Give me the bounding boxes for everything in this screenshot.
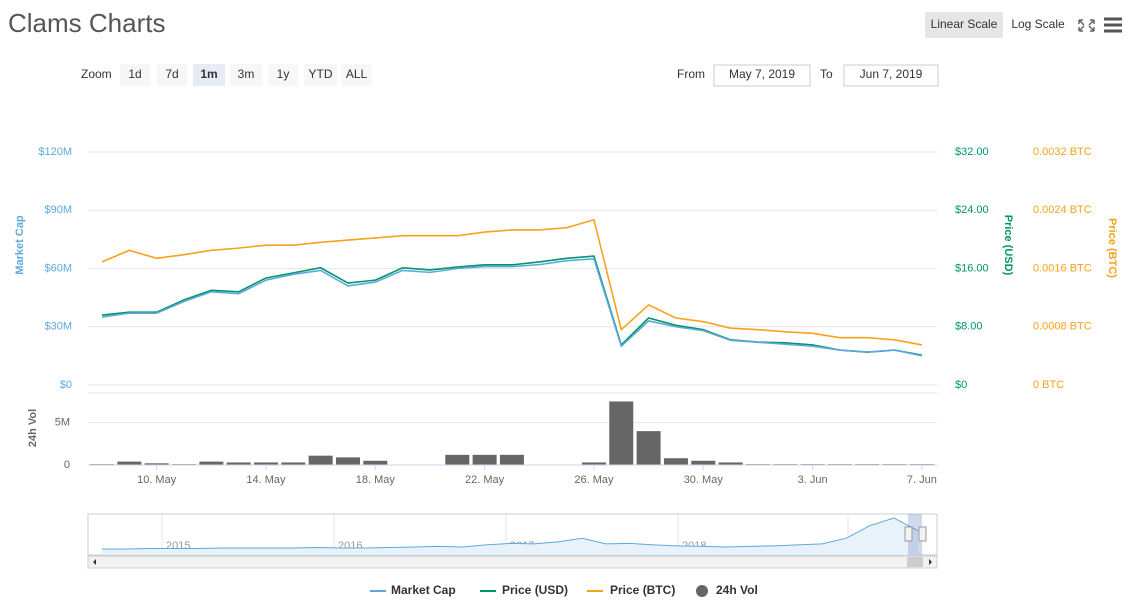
legend-label[interactable]: Market Cap	[391, 583, 456, 597]
y-tick-label: $0	[60, 379, 72, 391]
y3-tick-label: 0.0008 BTC	[1033, 321, 1092, 333]
y3-tick-label: 0.0016 BTC	[1033, 262, 1092, 274]
y2-tick-label: $16.00	[955, 262, 989, 274]
to-date[interactable]: Jun 7, 2019	[860, 67, 923, 81]
from-date[interactable]: May 7, 2019	[729, 67, 795, 81]
legend-label[interactable]: Price (USD)	[502, 583, 568, 597]
scrollbar[interactable]	[88, 556, 937, 568]
y-tick-label: $120M	[38, 146, 72, 158]
series-line	[102, 220, 922, 345]
x-tick-label: 14. May	[246, 474, 286, 486]
volume-bar	[445, 455, 469, 465]
y3-tick-label: 0.0032 BTC	[1033, 146, 1092, 158]
volume-bar	[117, 462, 141, 465]
zoom-button-label[interactable]: ALL	[346, 67, 368, 81]
volume-bar	[664, 458, 688, 465]
zoom-button-label[interactable]: 7d	[165, 67, 178, 81]
legend-label[interactable]: 24h Vol	[716, 583, 758, 597]
x-tick-label: 26. May	[574, 474, 614, 486]
volume-bar	[199, 462, 223, 465]
volume-bar	[309, 456, 333, 465]
volume-bar	[473, 455, 497, 465]
y2-tick-label: $8.00	[955, 321, 983, 333]
y3-tick-label: 0.0024 BTC	[1033, 204, 1092, 216]
volume-tick-label: 0	[64, 459, 70, 471]
volume-tick-label: 5M	[55, 417, 70, 429]
page-title: Clams Charts	[8, 8, 165, 38]
volume-bar	[691, 461, 715, 465]
y-tick-label: $30M	[44, 321, 72, 333]
zoom-button-label[interactable]: 1m	[200, 67, 217, 81]
to-label: To	[820, 67, 833, 81]
y-axis-title: Market Cap	[14, 215, 26, 275]
x-tick-label: 22. May	[465, 474, 505, 486]
y2-tick-label: $0	[955, 379, 967, 391]
volume-bar	[637, 431, 661, 465]
y-tick-label: $90M	[44, 204, 72, 216]
series-line	[102, 259, 922, 356]
y3-tick-label: 0 BTC	[1033, 379, 1064, 391]
volume-bar	[363, 461, 387, 465]
navigator-handle[interactable]	[919, 527, 926, 541]
x-tick-label: 18. May	[356, 474, 396, 486]
y2-axis-title: Price (USD)	[1002, 215, 1014, 276]
zoom-button-label[interactable]: 1d	[128, 67, 141, 81]
navigator-handle[interactable]	[905, 527, 912, 541]
volume-bar	[336, 457, 360, 465]
legend-label[interactable]: Price (BTC)	[610, 583, 675, 597]
volume-axis-title: 24h Vol	[27, 409, 39, 447]
x-tick-label: 10. May	[137, 474, 177, 486]
zoom-button-label[interactable]: 3m	[238, 67, 255, 81]
menu-icon[interactable]	[1104, 19, 1122, 31]
series-line	[102, 256, 922, 355]
x-tick-label: 30. May	[684, 474, 724, 486]
scale-button-label[interactable]: Log Scale	[1011, 17, 1065, 31]
x-tick-label: 7. Jun	[907, 474, 937, 486]
scrollbar-thumb[interactable]	[907, 557, 923, 567]
x-tick-label: 3. Jun	[798, 474, 828, 486]
zoom-label: Zoom	[81, 67, 112, 81]
y-tick-label: $60M	[44, 262, 72, 274]
legend-swatch[interactable]	[696, 585, 708, 597]
volume-bar	[609, 401, 633, 465]
y2-tick-label: $24.00	[955, 204, 989, 216]
scale-button-label[interactable]: Linear Scale	[931, 17, 998, 31]
volume-bar	[500, 455, 524, 465]
zoom-button-label[interactable]: YTD	[309, 67, 333, 81]
y3-axis-title: Price (BTC)	[1106, 218, 1118, 278]
fullscreen-icon[interactable]	[1079, 20, 1094, 31]
zoom-button-label[interactable]: 1y	[277, 67, 290, 81]
from-label: From	[677, 67, 705, 81]
y2-tick-label: $32.00	[955, 146, 989, 158]
